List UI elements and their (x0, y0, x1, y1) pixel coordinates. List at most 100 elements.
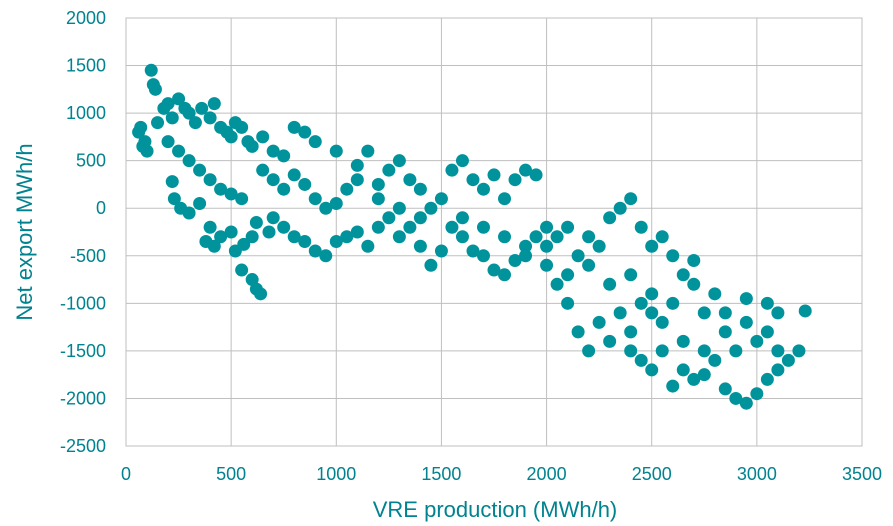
data-point (624, 344, 638, 358)
y-axis-title: Net export MWh/h (12, 143, 37, 320)
data-point (550, 277, 564, 291)
data-point (603, 277, 617, 291)
data-point (455, 230, 469, 244)
data-point (298, 177, 312, 191)
data-point (519, 239, 533, 253)
data-point (392, 154, 406, 168)
data-point (718, 306, 732, 320)
data-point (687, 254, 701, 268)
data-point (144, 63, 158, 77)
x-tick-label: 2500 (632, 464, 672, 484)
data-point (140, 144, 154, 158)
data-point (750, 387, 764, 401)
data-point (235, 263, 249, 277)
data-point (571, 249, 585, 263)
data-point (729, 344, 743, 358)
data-point (266, 211, 280, 225)
data-point (287, 168, 301, 182)
data-point (172, 92, 186, 106)
data-point (739, 396, 753, 410)
data-point (308, 135, 322, 149)
data-point (666, 249, 680, 263)
data-point (550, 230, 564, 244)
data-point (188, 116, 202, 130)
data-point (466, 173, 480, 187)
data-point (666, 296, 680, 310)
x-tick-label: 0 (121, 464, 131, 484)
data-point (645, 287, 659, 301)
data-point (207, 239, 221, 253)
x-tick-label: 1000 (316, 464, 356, 484)
data-point (476, 182, 490, 196)
data-point (519, 163, 533, 177)
data-point (739, 315, 753, 329)
data-point (424, 201, 438, 215)
x-tick-label: 3500 (842, 464, 882, 484)
data-point (287, 230, 301, 244)
data-point (235, 192, 249, 206)
data-point (256, 130, 270, 144)
data-point (237, 237, 251, 251)
data-points (132, 63, 812, 410)
data-point (529, 168, 543, 182)
data-point (249, 215, 263, 229)
data-point (266, 173, 280, 187)
data-point (329, 235, 343, 249)
y-tick-label: 1000 (66, 103, 106, 123)
data-point (308, 192, 322, 206)
data-point (371, 192, 385, 206)
data-point (277, 149, 291, 163)
y-tick-label: 500 (76, 151, 106, 171)
data-point (403, 220, 417, 234)
data-point (540, 258, 554, 272)
data-point (792, 344, 806, 358)
data-point (634, 353, 648, 367)
data-point (371, 220, 385, 234)
data-point (319, 201, 333, 215)
data-point (561, 296, 575, 310)
data-point (655, 315, 669, 329)
data-point (592, 315, 606, 329)
data-point (434, 192, 448, 206)
data-point (676, 268, 690, 282)
y-tick-label: -1000 (60, 293, 106, 313)
data-point (434, 244, 448, 258)
data-point (624, 192, 638, 206)
data-point (529, 230, 543, 244)
data-point (161, 97, 175, 111)
data-point (687, 277, 701, 291)
y-tick-label: 0 (96, 198, 106, 218)
data-point (277, 220, 291, 234)
data-point (224, 187, 238, 201)
data-point (382, 211, 396, 225)
data-point (207, 97, 221, 111)
data-point (655, 344, 669, 358)
data-point (167, 192, 181, 206)
data-point (151, 116, 165, 130)
data-point (487, 263, 501, 277)
data-point (487, 168, 501, 182)
data-point (214, 182, 228, 196)
data-point (592, 239, 606, 253)
data-point (697, 344, 711, 358)
data-point (634, 220, 648, 234)
data-point (392, 201, 406, 215)
x-tick-label: 2000 (527, 464, 567, 484)
data-point (771, 363, 785, 377)
data-point (413, 239, 427, 253)
data-point (445, 220, 459, 234)
data-point (718, 382, 732, 396)
data-point (613, 201, 627, 215)
data-point (708, 287, 722, 301)
data-point (277, 182, 291, 196)
data-point (476, 249, 490, 263)
y-tick-label: -1500 (60, 341, 106, 361)
data-point (781, 353, 795, 367)
data-point (603, 211, 617, 225)
data-point (403, 173, 417, 187)
data-point (165, 175, 179, 189)
data-point (172, 144, 186, 158)
data-point (718, 325, 732, 339)
data-point (182, 206, 196, 220)
